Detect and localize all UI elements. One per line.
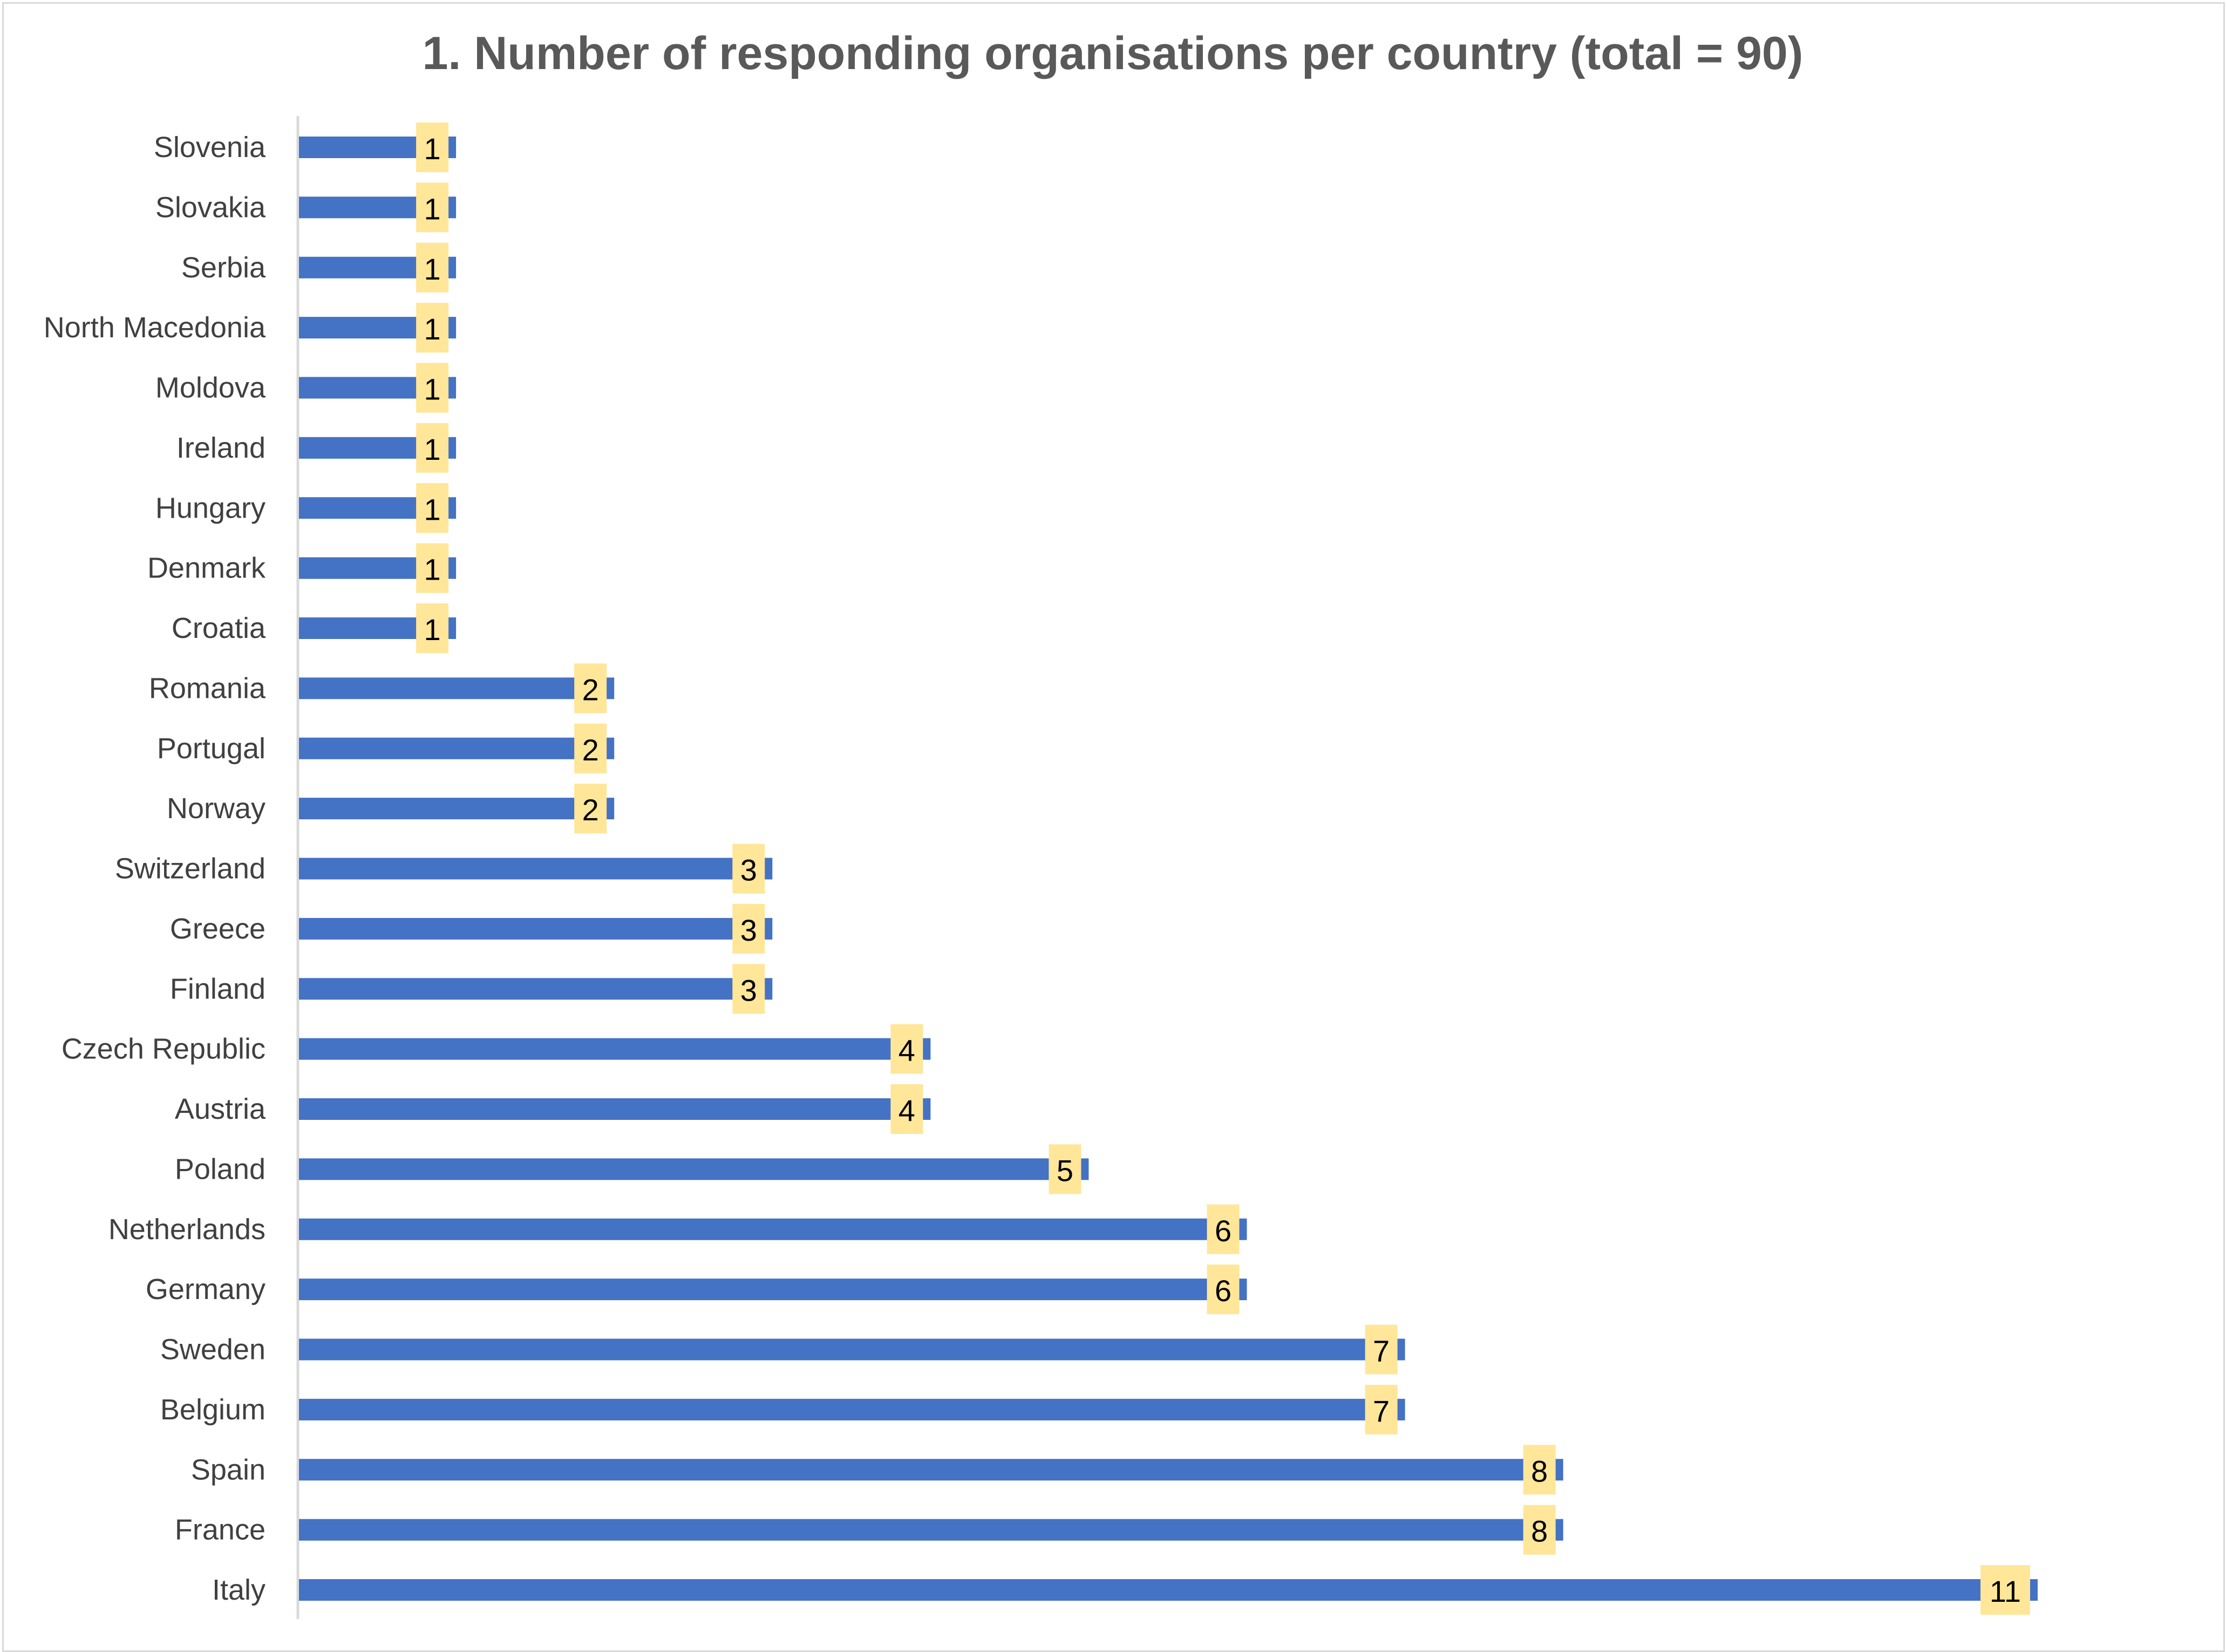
category-label: Hungary xyxy=(155,492,266,524)
data-label-background xyxy=(416,182,449,233)
data-label-background xyxy=(416,363,449,413)
data-label: 1 xyxy=(424,312,441,346)
category-label: Norway xyxy=(167,792,266,825)
bar xyxy=(299,677,615,699)
bar xyxy=(299,1098,931,1120)
data-label: 4 xyxy=(898,1034,915,1068)
data-label-background xyxy=(416,543,449,593)
data-label-background xyxy=(416,123,449,172)
bar xyxy=(299,1279,1247,1301)
category-label: Finland xyxy=(170,973,266,1005)
data-label: 2 xyxy=(582,733,599,767)
category-label: Netherlands xyxy=(108,1213,266,1246)
data-label-background xyxy=(416,483,449,533)
category-label: Austria xyxy=(175,1093,266,1125)
data-label-background xyxy=(1523,1445,1556,1495)
category-label: Poland xyxy=(175,1153,266,1185)
data-label-background xyxy=(732,903,765,954)
category-label: Czech Republic xyxy=(62,1033,266,1065)
data-label-background xyxy=(1207,1204,1240,1254)
data-label-background xyxy=(416,242,449,293)
data-label: 2 xyxy=(582,672,599,706)
data-label: 8 xyxy=(1531,1514,1548,1548)
data-label-background xyxy=(1365,1324,1398,1375)
bar xyxy=(299,798,615,820)
data-label-background xyxy=(416,603,449,653)
category-label: Greece xyxy=(170,913,266,945)
data-label: 1 xyxy=(424,553,441,587)
data-label: 7 xyxy=(1373,1394,1390,1428)
data-label: 1 xyxy=(424,613,441,647)
bar xyxy=(299,1519,1563,1541)
category-label: Serbia xyxy=(181,251,266,284)
data-label: 11 xyxy=(1990,1574,2021,1608)
chart-title: 1. Number of responding organisations pe… xyxy=(423,28,1803,79)
bar xyxy=(299,737,615,759)
category-label: Spain xyxy=(191,1453,266,1486)
data-label: 8 xyxy=(1531,1454,1548,1488)
category-label: Moldova xyxy=(155,372,266,404)
category-label: Slovakia xyxy=(155,191,266,223)
data-label: 7 xyxy=(1373,1334,1390,1368)
data-label: 3 xyxy=(740,853,757,887)
data-label: 6 xyxy=(1215,1214,1231,1248)
category-label: Portugal xyxy=(157,732,266,765)
bar xyxy=(299,1038,931,1060)
data-label-background xyxy=(574,784,607,834)
bar xyxy=(299,1579,2038,1601)
data-label: 1 xyxy=(424,432,441,466)
data-label-background xyxy=(574,723,607,773)
data-label-background xyxy=(1049,1144,1081,1194)
category-label: Ireland xyxy=(176,432,266,464)
data-label: 3 xyxy=(740,973,757,1007)
category-label: Slovenia xyxy=(154,131,266,164)
bar xyxy=(299,1218,1247,1240)
data-label: 1 xyxy=(424,192,441,226)
category-label: France xyxy=(175,1514,266,1546)
data-label-background xyxy=(1980,1565,2030,1615)
data-label-background xyxy=(890,1084,923,1134)
bar xyxy=(299,917,773,940)
bar xyxy=(299,1338,1405,1361)
data-label: 3 xyxy=(740,913,757,947)
category-label: Romania xyxy=(149,672,266,704)
data-label: 1 xyxy=(424,372,441,406)
data-label-background xyxy=(1523,1505,1556,1555)
category-label: Denmark xyxy=(147,552,266,584)
bar xyxy=(299,1398,1405,1420)
category-label: North Macedonia xyxy=(44,311,266,344)
data-label-background xyxy=(732,964,765,1014)
data-label-background xyxy=(732,844,765,894)
category-label: Belgium xyxy=(160,1393,266,1426)
data-label: 5 xyxy=(1057,1153,1073,1187)
bar xyxy=(299,1459,1563,1481)
data-label-background xyxy=(416,423,449,473)
data-label: 1 xyxy=(424,132,441,166)
data-label-background xyxy=(890,1024,923,1074)
data-label: 4 xyxy=(898,1093,915,1127)
data-label-background xyxy=(574,663,607,713)
category-label: Croatia xyxy=(172,612,266,644)
bar xyxy=(299,858,773,880)
data-label: 2 xyxy=(582,793,599,827)
category-label: Germany xyxy=(146,1273,266,1306)
data-label: 1 xyxy=(424,252,441,286)
data-label: 6 xyxy=(1215,1274,1231,1308)
category-label: Sweden xyxy=(160,1334,266,1366)
data-label: 1 xyxy=(424,492,441,526)
category-label: Italy xyxy=(212,1574,266,1606)
bar xyxy=(299,978,773,1000)
bar xyxy=(299,1158,1089,1180)
data-label-background xyxy=(416,303,449,353)
category-label: Switzerland xyxy=(115,853,266,885)
data-label-background xyxy=(1207,1265,1240,1315)
data-label-background xyxy=(1365,1384,1398,1435)
